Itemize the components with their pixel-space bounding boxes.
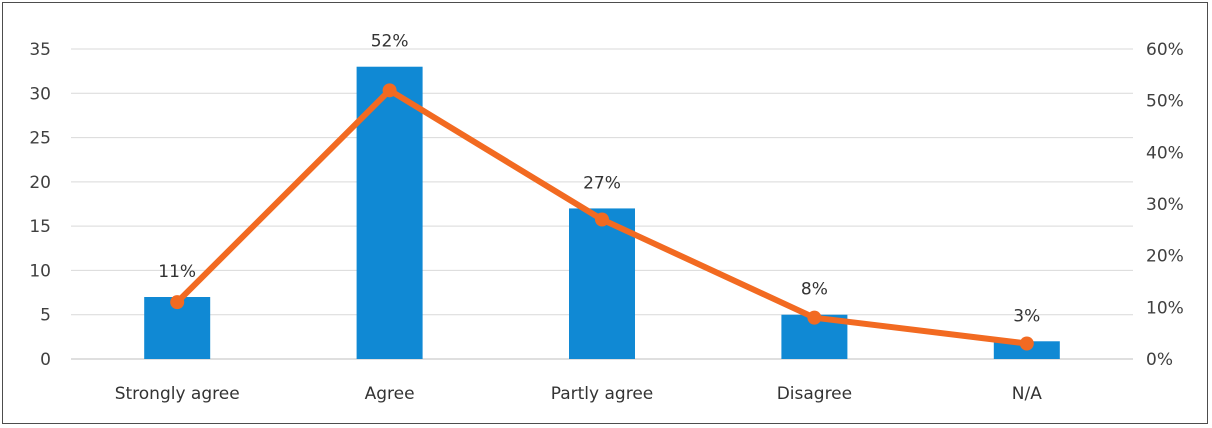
left-tick-label: 35 <box>29 40 51 60</box>
left-tick-label: 15 <box>29 217 51 237</box>
category-axis: Strongly agree Agree Partly agree Disagree N… <box>115 384 1042 404</box>
line-point <box>382 83 397 98</box>
right-tick-label: 20% <box>1146 247 1184 267</box>
right-tick-label: 30% <box>1146 195 1184 215</box>
data-label: 11% <box>158 262 196 282</box>
category-label: Strongly agree <box>115 384 240 404</box>
category-label: Partly agree <box>551 384 654 404</box>
right-tick-label: 0% <box>1146 350 1173 370</box>
line-point <box>170 295 185 310</box>
left-tick-label: 0 <box>40 350 51 370</box>
line-point <box>807 310 822 325</box>
left-tick-label: 30 <box>29 84 51 104</box>
right-tick-label: 40% <box>1146 143 1184 163</box>
line-series <box>170 83 1034 351</box>
line-point <box>1019 336 1034 351</box>
data-label: 27% <box>583 173 621 193</box>
line-point <box>595 212 609 227</box>
data-label: 8% <box>801 280 828 300</box>
category-label: Disagree <box>777 384 852 404</box>
right-tick-label: 50% <box>1146 92 1184 112</box>
data-label: 3% <box>1013 306 1040 326</box>
right-tick-label: 10% <box>1146 298 1184 318</box>
data-labels: 11% 52% 27% 8% 3% <box>158 32 1040 327</box>
left-tick-label: 25 <box>29 129 51 149</box>
bar <box>569 208 635 359</box>
left-tick-label: 5 <box>40 306 51 326</box>
combo-chart: 0 5 10 15 20 25 30 35 0% 10% 20% 30% 40% 50% 60% 11% 5… <box>29 32 1184 404</box>
right-tick-label: 60% <box>1146 40 1184 60</box>
left-tick-label: 10 <box>29 261 51 281</box>
left-tick-label: 20 <box>29 173 51 193</box>
category-label: N/A <box>1012 384 1042 404</box>
category-label: Agree <box>365 384 415 404</box>
left-axis: 0 5 10 15 20 25 30 35 <box>29 40 51 370</box>
right-axis: 0% 10% 20% 30% 40% 50% 60% <box>1146 40 1184 370</box>
data-label: 52% <box>371 32 409 52</box>
